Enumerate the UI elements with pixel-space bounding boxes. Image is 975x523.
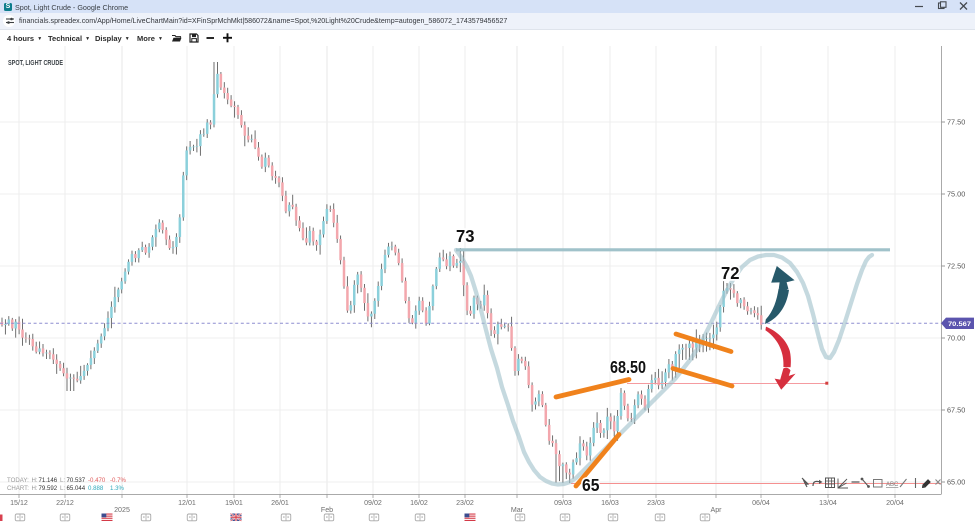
svg-text:77.50: 77.50 (947, 118, 965, 127)
svg-text:15/12: 15/12 (10, 499, 28, 507)
svg-text:CHART:: CHART: (7, 485, 29, 492)
svg-text:65: 65 (582, 475, 600, 495)
svg-text:22/12: 22/12 (56, 499, 74, 507)
svg-text:16/02: 16/02 (410, 499, 428, 507)
svg-text:13/04: 13/04 (819, 499, 837, 507)
svg-text:1.3%: 1.3% (110, 485, 124, 492)
svg-text:Apr: Apr (710, 506, 722, 514)
svg-text:TODAY:: TODAY: (7, 477, 29, 484)
svg-text:70.537: 70.537 (67, 477, 86, 484)
svg-text:70.00: 70.00 (947, 334, 965, 343)
svg-text:20/04: 20/04 (886, 499, 904, 507)
svg-text:26/01: 26/01 (271, 499, 289, 507)
svg-text:SPOT, LIGHT CRUDE: SPOT, LIGHT CRUDE (8, 58, 63, 67)
svg-text:2025: 2025 (114, 506, 130, 514)
svg-text:0.888: 0.888 (88, 485, 104, 492)
svg-text:23/02: 23/02 (456, 499, 474, 507)
svg-text:71.146: 71.146 (39, 477, 58, 484)
svg-text:H:: H: (32, 485, 38, 492)
svg-text:65.00: 65.00 (947, 478, 965, 487)
svg-text:-0.470: -0.470 (88, 477, 106, 484)
svg-text:Feb: Feb (321, 506, 333, 514)
svg-text:70.567: 70.567 (948, 321, 971, 328)
svg-text:H:: H: (32, 477, 38, 484)
svg-text:79.592: 79.592 (39, 485, 58, 492)
svg-text:L:: L: (60, 477, 65, 484)
svg-text:L:: L: (60, 485, 65, 492)
svg-text:-0.7%: -0.7% (110, 477, 127, 484)
svg-text:65.044: 65.044 (67, 485, 86, 492)
svg-text:73: 73 (456, 226, 475, 246)
svg-text:19/01: 19/01 (225, 499, 243, 507)
svg-text:75.00: 75.00 (947, 190, 965, 199)
svg-text:12/01: 12/01 (178, 499, 196, 507)
svg-text:06/04: 06/04 (752, 499, 770, 507)
svg-text:72.50: 72.50 (947, 262, 965, 271)
svg-text:67.50: 67.50 (947, 406, 965, 415)
svg-text:68.50: 68.50 (610, 357, 646, 377)
svg-text:09/02: 09/02 (364, 499, 382, 507)
svg-text:72: 72 (721, 263, 740, 283)
svg-text:23/03: 23/03 (647, 499, 665, 507)
svg-text:16/03: 16/03 (601, 499, 619, 507)
svg-text:ABC: ABC (886, 482, 899, 488)
svg-text:09/03: 09/03 (554, 499, 572, 507)
svg-text:Mar: Mar (511, 506, 524, 514)
